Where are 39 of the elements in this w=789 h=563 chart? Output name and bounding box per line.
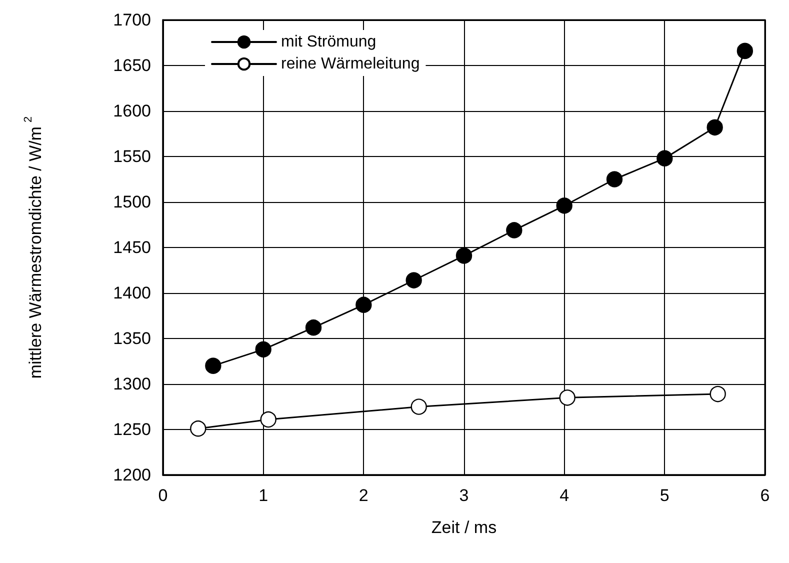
point xyxy=(559,390,576,406)
point xyxy=(406,272,422,288)
point xyxy=(506,222,522,238)
point xyxy=(556,198,572,214)
x-axis-title: Zeit / ms xyxy=(431,518,497,537)
point xyxy=(356,296,372,313)
point xyxy=(456,248,472,264)
point xyxy=(305,319,322,336)
y-tick-label: 1250 xyxy=(113,420,151,439)
y-tick-label: 1550 xyxy=(113,147,151,166)
legend-label: mit Strömung xyxy=(281,34,376,50)
point xyxy=(656,150,673,166)
x-tick-label: 5 xyxy=(660,486,670,505)
y-tick-label: 1350 xyxy=(113,329,151,348)
y-tick-label: 1400 xyxy=(113,284,151,302)
point xyxy=(706,119,723,136)
x-tick-label: 0 xyxy=(158,486,168,505)
point xyxy=(736,42,754,60)
y-tick-label: 1450 xyxy=(113,238,151,257)
x-tick-label: 2 xyxy=(358,486,368,505)
y-tick-label: 1200 xyxy=(113,466,151,484)
point xyxy=(190,420,206,437)
y-tick-label: 1600 xyxy=(113,102,151,120)
legend-label: reine Wärmeleitung xyxy=(281,56,420,72)
x-tick-label: 3 xyxy=(459,486,469,505)
y-tick-label: 1300 xyxy=(113,374,151,394)
point xyxy=(205,358,222,374)
point xyxy=(410,398,427,415)
y-tick-label: 1700 xyxy=(113,10,151,30)
x-tick-label: 4 xyxy=(560,486,570,505)
x-tick-label: 1 xyxy=(258,486,268,505)
point xyxy=(710,386,726,402)
x-tick-label: 6 xyxy=(760,486,770,505)
point xyxy=(255,341,272,358)
y-tick-label: 1650 xyxy=(113,56,151,75)
y-tick-label: 1500 xyxy=(113,192,151,212)
y-axis-title: mittlere Wärmestromdichte / W/m2 xyxy=(22,116,45,379)
point xyxy=(260,411,276,428)
point xyxy=(606,171,623,188)
